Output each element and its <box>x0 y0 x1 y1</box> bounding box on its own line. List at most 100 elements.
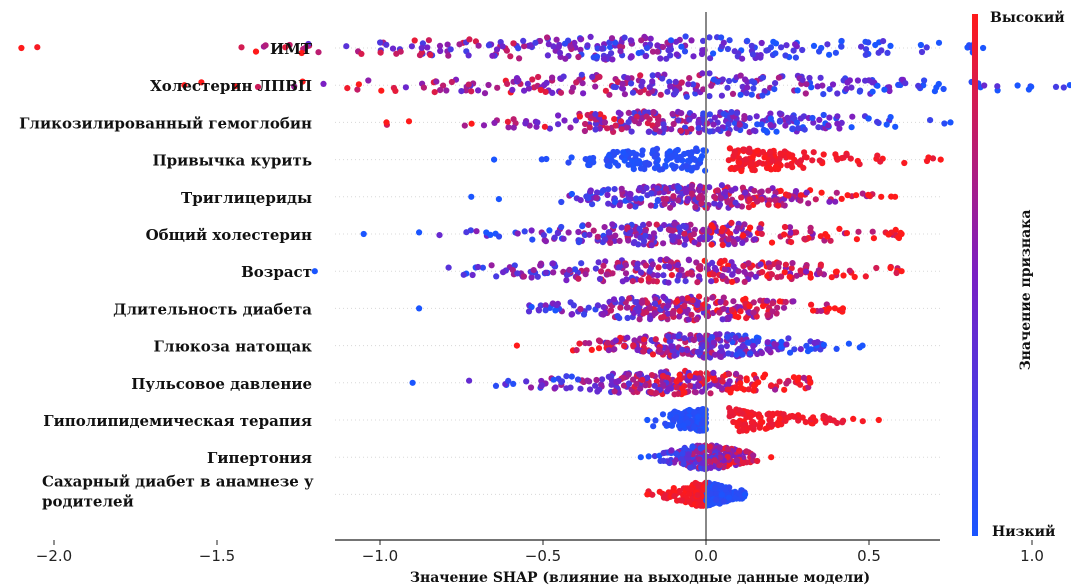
shap-point <box>377 39 384 46</box>
shap-point <box>751 236 759 243</box>
shap-point <box>495 196 502 203</box>
shap-point <box>668 126 675 133</box>
shap-point <box>994 83 1001 90</box>
shap-point <box>660 272 667 279</box>
shap-point <box>850 415 857 422</box>
shap-point <box>895 81 902 88</box>
shap-point <box>947 119 954 126</box>
shap-point <box>627 150 635 157</box>
shap-point <box>730 298 737 305</box>
shap-point <box>567 124 574 131</box>
shap-point <box>668 152 675 160</box>
shap-point <box>644 299 651 306</box>
shap-point <box>887 42 894 50</box>
shap-point <box>405 118 413 125</box>
shap-point <box>650 423 657 430</box>
shap-point <box>624 224 631 231</box>
shap-point <box>521 228 528 235</box>
shap-point <box>838 43 845 50</box>
shap-point <box>691 409 698 416</box>
shap-point <box>725 121 732 128</box>
shap-point <box>563 373 570 380</box>
shap-point <box>765 201 772 208</box>
shap-point <box>872 41 879 49</box>
shap-point <box>757 261 764 268</box>
shap-point <box>834 156 841 163</box>
shap-point <box>754 338 762 345</box>
shap-point <box>788 239 795 246</box>
shap-point <box>746 196 753 203</box>
shap-point <box>718 92 726 99</box>
shap-point <box>558 198 565 206</box>
shap-point <box>397 48 404 55</box>
shap-point <box>625 237 632 244</box>
shap-point <box>767 115 774 122</box>
shap-point <box>238 44 245 51</box>
shap-point <box>625 109 632 116</box>
shap-point <box>643 44 651 52</box>
shap-point <box>749 153 756 160</box>
shap-point <box>941 120 948 127</box>
shap-point <box>605 373 612 380</box>
shap-point <box>664 88 671 95</box>
shap-point <box>633 380 640 387</box>
shap-point <box>683 162 690 170</box>
shap-point <box>710 369 717 376</box>
shap-point <box>646 268 653 275</box>
shap-point <box>735 268 742 275</box>
shap-point <box>836 125 843 132</box>
shap-point <box>523 378 530 385</box>
shap-point <box>759 74 767 81</box>
shap-point <box>781 223 789 231</box>
shap-point <box>537 262 544 269</box>
shap-point <box>710 339 718 346</box>
shap-point <box>468 120 475 127</box>
shap-point <box>719 316 726 323</box>
shap-point <box>252 48 260 55</box>
shap-point <box>783 341 790 348</box>
shap-point <box>649 351 657 358</box>
shap-point <box>604 339 611 346</box>
shap-point <box>378 87 385 94</box>
shap-point <box>656 488 663 495</box>
shap-point <box>686 116 693 123</box>
shap-point <box>1014 82 1021 89</box>
shap-point <box>677 153 684 160</box>
shap-point <box>728 109 735 116</box>
shap-point <box>611 116 618 123</box>
shap-point <box>670 120 677 128</box>
shap-point <box>706 458 713 465</box>
shap-point <box>742 156 750 163</box>
shap-point <box>898 268 905 275</box>
shap-point <box>834 120 841 127</box>
shap-point <box>621 34 628 41</box>
shap-point <box>440 82 447 89</box>
shap-point <box>647 202 655 209</box>
shap-point <box>766 264 773 271</box>
shap-point <box>790 298 797 305</box>
shap-point <box>563 385 570 392</box>
shap-point <box>680 422 687 429</box>
shap-point <box>695 375 703 382</box>
shap-point <box>927 117 934 124</box>
shap-point <box>678 43 685 50</box>
shap-point <box>630 166 637 173</box>
shap-point <box>764 297 771 304</box>
shap-point <box>744 425 751 432</box>
shap-point <box>516 55 523 62</box>
shap-point <box>678 497 686 504</box>
shap-point <box>638 299 646 306</box>
shap-point <box>710 374 717 382</box>
shap-point <box>893 269 900 277</box>
shap-point <box>757 414 764 421</box>
shap-point <box>550 43 557 50</box>
shap-point <box>580 311 588 318</box>
shap-point <box>437 47 444 55</box>
shap-point <box>826 114 833 121</box>
shap-point <box>725 381 732 388</box>
shap-point <box>641 238 648 245</box>
shap-point <box>1060 84 1067 91</box>
shap-point <box>690 81 697 88</box>
shap-point <box>921 77 928 84</box>
shap-point <box>708 334 716 341</box>
